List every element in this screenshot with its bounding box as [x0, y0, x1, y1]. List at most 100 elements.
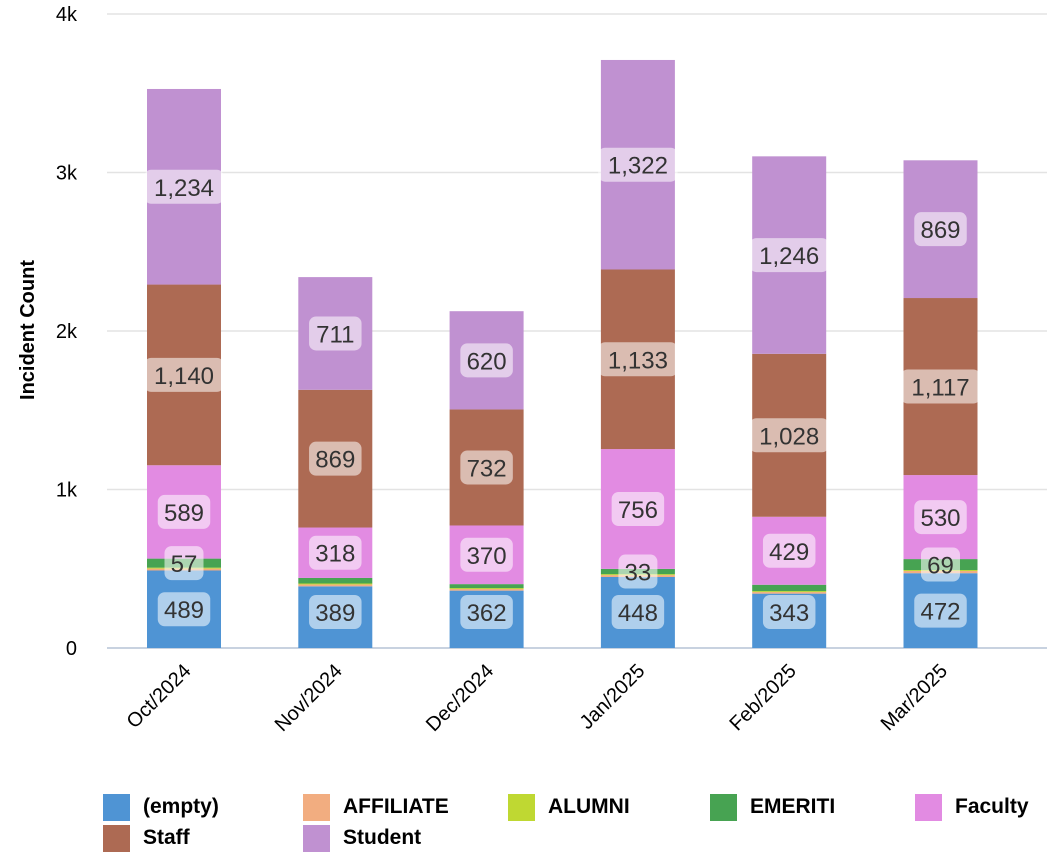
y-tick-label: 1k	[56, 480, 78, 502]
data-label: 318	[315, 541, 355, 568]
data-label: 1,117	[911, 375, 969, 402]
y-tick-label: 0	[66, 638, 77, 660]
legend-label: Faculty	[955, 795, 1029, 818]
data-label-background	[460, 450, 513, 485]
legend-item[interactable]: Faculty	[915, 792, 1029, 822]
data-label: 869	[920, 217, 960, 244]
legend-swatch	[710, 793, 737, 821]
y-tick-label: 3k	[56, 163, 78, 185]
bar-segment	[449, 584, 524, 589]
data-labels: 489 389 362 448 343 472 57 33 69 589 318 370 756 429 5…	[144, 147, 981, 629]
legend-swatch	[303, 793, 330, 821]
data-label-background	[914, 593, 967, 628]
data-label-background	[762, 533, 816, 568]
data-label-background	[749, 238, 829, 273]
data-label-background	[460, 343, 513, 378]
bar-segment	[752, 591, 827, 593]
legend-label: Student	[343, 826, 422, 849]
bar-segment	[752, 584, 827, 592]
data-label-background	[309, 316, 362, 351]
grid-lines	[107, 13, 1047, 649]
legend-swatch	[915, 793, 942, 821]
x-tick-label: Feb/2025	[725, 660, 800, 735]
data-label: 343	[769, 600, 809, 627]
data-label: 1,234	[154, 175, 214, 202]
data-label: 756	[618, 497, 658, 524]
legend-label: ALUMNI	[548, 795, 630, 818]
data-label-background	[749, 418, 829, 453]
legend-swatch	[103, 793, 130, 821]
data-label-background	[144, 357, 224, 392]
data-label: 1,322	[608, 153, 668, 180]
data-label-background	[900, 369, 981, 404]
legend-label: AFFILIATE	[343, 795, 449, 818]
legend-label: EMERITI	[750, 795, 836, 818]
x-tick-label: Dec/2024	[422, 660, 498, 736]
legend-item[interactable]: Staff	[103, 823, 190, 853]
x-axis-ticks: Oct/2024 Nov/2024 Dec/2024 Jan/2025 Feb/2025…	[123, 660, 952, 736]
data-label: 429	[769, 539, 809, 566]
stacked-bar-chart: 0 1k 2k 3k 4k 489 389 362 448 343 472 57 33 69 589 318…	[17, 4, 1047, 736]
x-tick-label: Nov/2024	[271, 660, 347, 736]
legend-item[interactable]: Student	[303, 823, 421, 853]
legend-swatch	[508, 793, 535, 821]
data-label: 57	[171, 551, 198, 578]
y-axis-ticks: 0 1k 2k 3k 4k	[56, 4, 78, 660]
data-label-background	[157, 592, 211, 627]
y-axis-title: Incident Count	[17, 260, 39, 400]
data-label-background	[598, 342, 678, 377]
data-label: 732	[467, 455, 507, 482]
data-label: 1,028	[759, 423, 819, 450]
data-label-background	[611, 491, 665, 526]
legend-item[interactable]: ALUMNI	[508, 792, 630, 822]
data-label-background	[309, 441, 362, 476]
bars	[147, 59, 978, 648]
bar-segment	[449, 589, 524, 591]
legend-swatch	[103, 824, 130, 852]
x-tick-label: Jan/2025	[576, 660, 650, 734]
data-label-background	[914, 212, 967, 247]
data-label: 69	[927, 553, 954, 580]
data-label-background	[921, 547, 960, 582]
data-label-background	[309, 595, 362, 629]
bar-segment	[298, 584, 373, 587]
data-label-background	[598, 147, 678, 182]
data-label: 589	[164, 500, 204, 527]
data-label-background	[762, 595, 816, 629]
data-label-background	[309, 535, 362, 570]
x-tick-label: Mar/2025	[877, 660, 952, 735]
data-label-background	[164, 546, 204, 581]
data-label-background	[611, 595, 665, 629]
bar-segment	[449, 588, 524, 590]
legend-label: Staff	[143, 826, 190, 849]
data-label: 530	[920, 505, 960, 532]
data-label-background	[157, 494, 211, 529]
legend-item[interactable]: EMERITI	[710, 792, 835, 822]
y-tick-label: 4k	[56, 4, 78, 26]
legend-item[interactable]: AFFILIATE	[303, 792, 449, 822]
y-tick-label: 2k	[56, 321, 78, 343]
data-label: 620	[467, 348, 507, 375]
data-label: 489	[164, 597, 204, 624]
data-label: 711	[316, 321, 354, 348]
bar-segment	[298, 577, 373, 584]
bar-segment	[752, 592, 827, 594]
data-label: 1,133	[608, 347, 668, 374]
data-label-background	[144, 169, 224, 204]
data-label: 33	[625, 560, 652, 587]
data-label: 448	[618, 600, 658, 627]
data-label: 1,140	[154, 363, 214, 390]
legend-item[interactable]: (empty)	[103, 792, 219, 822]
data-label-background	[460, 537, 513, 572]
data-label-background	[618, 554, 658, 589]
data-label: 472	[920, 599, 960, 626]
bar-segment	[298, 583, 373, 585]
data-label: 869	[315, 447, 355, 474]
data-label: 1,246	[759, 243, 819, 270]
data-label: 370	[467, 543, 507, 570]
data-label-background	[460, 595, 513, 629]
data-label: 389	[315, 600, 355, 627]
legend-label: (empty)	[143, 795, 219, 818]
data-label: 362	[467, 600, 507, 627]
data-label-background	[914, 500, 967, 535]
